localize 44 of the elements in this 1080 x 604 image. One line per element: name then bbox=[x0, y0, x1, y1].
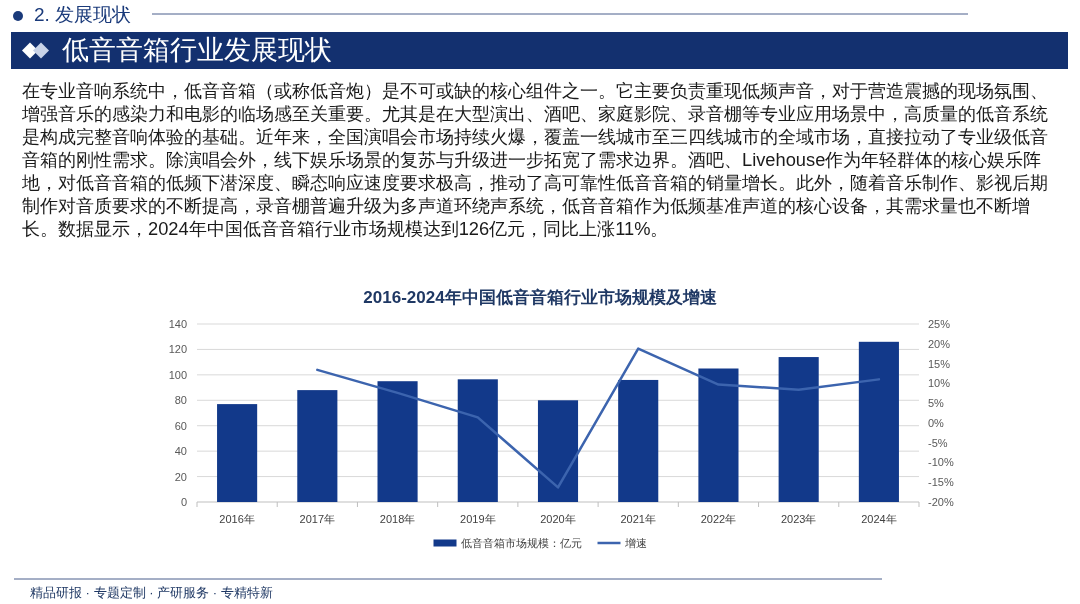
x-tick-label: 2020年 bbox=[540, 513, 576, 525]
y-tick-label: 120 bbox=[168, 343, 187, 356]
bar bbox=[537, 400, 579, 502]
x-tick-label: 2023年 bbox=[780, 513, 817, 525]
bar bbox=[377, 381, 418, 502]
y2-tick-label: -15% bbox=[928, 476, 954, 489]
text: 精品研报 · 专题定制 · 产研服务 · 专精特新 bbox=[30, 584, 273, 602]
y2-tick-label: 5% bbox=[928, 397, 945, 410]
y-tick-label: 0 bbox=[180, 496, 187, 508]
x-tick-label: 2021年 bbox=[620, 513, 656, 525]
x-tick-label: 2016年 bbox=[219, 513, 255, 525]
bar bbox=[217, 404, 258, 502]
y2-tick-label: 15% bbox=[928, 357, 951, 370]
y-tick-label: 100 bbox=[168, 368, 187, 381]
x-tick-label: 2024年 bbox=[861, 513, 897, 525]
y2-tick-label: 20% bbox=[928, 337, 951, 350]
y-tick-label: 20 bbox=[174, 470, 187, 483]
y-tick-label: 60 bbox=[174, 419, 187, 432]
legend-label: 增速 bbox=[623, 537, 647, 549]
y2-tick-label: -5% bbox=[928, 436, 948, 449]
y2-tick-label: 10% bbox=[928, 377, 951, 390]
bar bbox=[778, 357, 819, 502]
y2-tick-label: -10% bbox=[928, 456, 954, 469]
bar bbox=[858, 341, 899, 502]
text: 低音音箱行业发展现状 bbox=[62, 34, 332, 67]
y2-tick-label: -20% bbox=[928, 496, 954, 508]
bar bbox=[297, 390, 338, 502]
y-tick-label: 80 bbox=[174, 394, 187, 407]
x-tick-label: 2022年 bbox=[700, 513, 737, 525]
x-tick-label: 2019年 bbox=[460, 513, 496, 525]
y2-tick-label: 0% bbox=[928, 416, 945, 429]
text: 2. 发展现状 bbox=[34, 3, 132, 27]
y-tick-label: 40 bbox=[174, 445, 187, 458]
bar bbox=[618, 379, 659, 502]
text: 在专业音响系统中，低音音箱（或称低音炮）是不可或缺的核心组件之一。它主要负责重现低频声音，对于营造震撼的现场氛围、增强音乐的感染力和电影的临场感至关重要。尤其是在大型演出、酒吧、家庭影院、录音棚等专业应用场景中，高质量的低音系统是构成完整音响体验的基础。近年来，全国演唱会市场持续火爆，覆盖一线城市至三四线城市的全域市场，直接拉动了专业级低音音箱的刚性需求。除演唱会外，线下娱乐场景的复苏与升级进一步拓宽了需求边界。酒吧、Livehouse作为年轻群体的核心娱乐阵地，对低音音箱的低频下潜深度、瞬态响应速度要求极高，推动了高可靠性低音音箱的销量增长。此外，随着音乐制作、影视后期制作对音质要求的不断提高，录音棚普遍升级为多声道环绕声系统，低音音箱作为低频基准声道的核心设备，其需求量也不断增长。数据显示，2024年中国低音音箱行业市场规模达到126亿元，同比上涨11%。 bbox=[22, 79, 1049, 240]
y-tick-label: 140 bbox=[168, 318, 187, 330]
bar bbox=[457, 379, 498, 502]
chart-title: 2016-2024年中国低音音箱行业市场规模及增速 bbox=[363, 288, 717, 307]
legend-label: 低音音箱市场规模：亿元 bbox=[460, 537, 582, 549]
y2-tick-label: 25% bbox=[928, 318, 951, 330]
x-tick-label: 2018年 bbox=[379, 513, 416, 525]
bar bbox=[698, 368, 739, 502]
x-tick-label: 2017年 bbox=[299, 513, 336, 525]
line-series bbox=[316, 347, 881, 489]
